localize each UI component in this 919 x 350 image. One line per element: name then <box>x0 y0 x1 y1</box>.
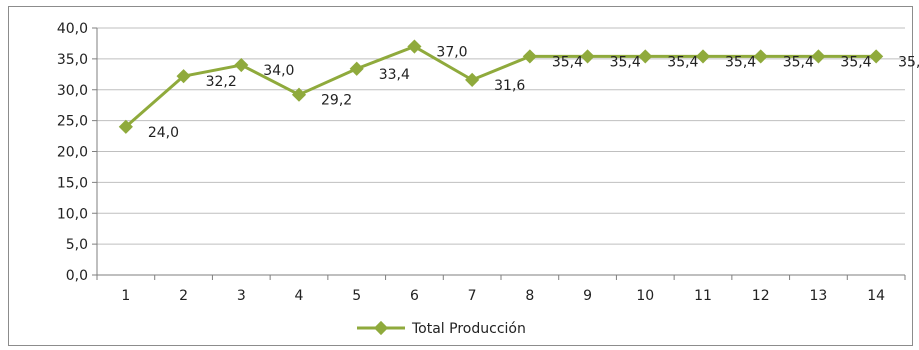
grid-lines <box>92 27 905 276</box>
series-line <box>124 45 877 128</box>
x-tick-label: 6 <box>410 288 419 304</box>
data-point <box>695 49 711 64</box>
data-point <box>234 57 249 73</box>
y-tick-label: 5,0 <box>66 237 88 253</box>
data-label: 35,4 <box>667 54 698 70</box>
x-tick-label: 8 <box>525 288 534 304</box>
x-tick-label: 10 <box>636 288 654 304</box>
y-tick-label: 40,0 <box>57 21 88 37</box>
series-total-produccion <box>118 39 884 134</box>
y-axis-ticks: 0,0 5,0 10,0 15,0 20,0 25,0 30,0 35,0 40,0 <box>57 21 88 284</box>
x-tick-label: 5 <box>352 288 361 304</box>
legend: Total Producción <box>357 320 526 337</box>
data-point <box>407 39 422 54</box>
x-tick-label: 7 <box>468 288 477 304</box>
data-point <box>580 49 595 64</box>
data-point <box>465 72 480 87</box>
y-tick-label: 10,0 <box>57 206 88 222</box>
y-tick-label: 20,0 <box>57 145 88 161</box>
x-tick-label: 3 <box>237 288 246 304</box>
data-label: 35,4 <box>552 54 583 70</box>
y-tick-label: 35,0 <box>57 52 88 68</box>
data-label: 31,6 <box>494 78 525 94</box>
y-tick-label: 25,0 <box>57 114 88 130</box>
legend-label: Total Producción <box>411 321 526 337</box>
data-label: 34,0 <box>263 63 294 79</box>
y-tick-label: 15,0 <box>57 175 88 191</box>
data-label: 35,4 <box>898 54 919 70</box>
data-point <box>291 87 307 102</box>
x-tick-label: 2 <box>179 288 188 304</box>
x-axis-ticks: 1 2 3 4 5 6 7 8 9 10 11 12 13 14 <box>96 275 906 304</box>
y-tick-label: 30,0 <box>57 83 88 99</box>
x-tick-label: 9 <box>583 288 592 304</box>
x-tick-label: 13 <box>810 288 828 304</box>
data-label: 35,4 <box>725 54 756 70</box>
data-label: 24,0 <box>148 125 179 141</box>
data-label: 35,4 <box>840 54 871 70</box>
x-tick-label: 11 <box>694 288 712 304</box>
y-tick-label: 0,0 <box>66 268 88 284</box>
data-label: 32,2 <box>206 74 237 90</box>
data-label: 35,4 <box>783 54 814 70</box>
x-tick-label: 14 <box>867 288 885 304</box>
data-point <box>349 61 364 76</box>
data-label: 35,4 <box>610 54 641 70</box>
data-label: 37,0 <box>436 45 467 61</box>
data-point <box>638 49 653 64</box>
x-tick-label: 1 <box>121 288 130 304</box>
x-tick-label: 12 <box>752 288 770 304</box>
x-tick-label: 4 <box>295 288 304 304</box>
data-point <box>869 49 884 64</box>
legend-marker <box>373 320 389 336</box>
data-point <box>522 49 537 64</box>
data-label: 33,4 <box>379 67 410 83</box>
data-point <box>753 49 768 64</box>
data-point <box>811 49 826 64</box>
data-labels: 24,0 32,2 34,0 29,2 33,4 37,0 31,6 35,4 35,4 35,4… <box>148 45 919 141</box>
chart-frame <box>8 6 913 346</box>
data-label: 29,2 <box>321 93 352 109</box>
